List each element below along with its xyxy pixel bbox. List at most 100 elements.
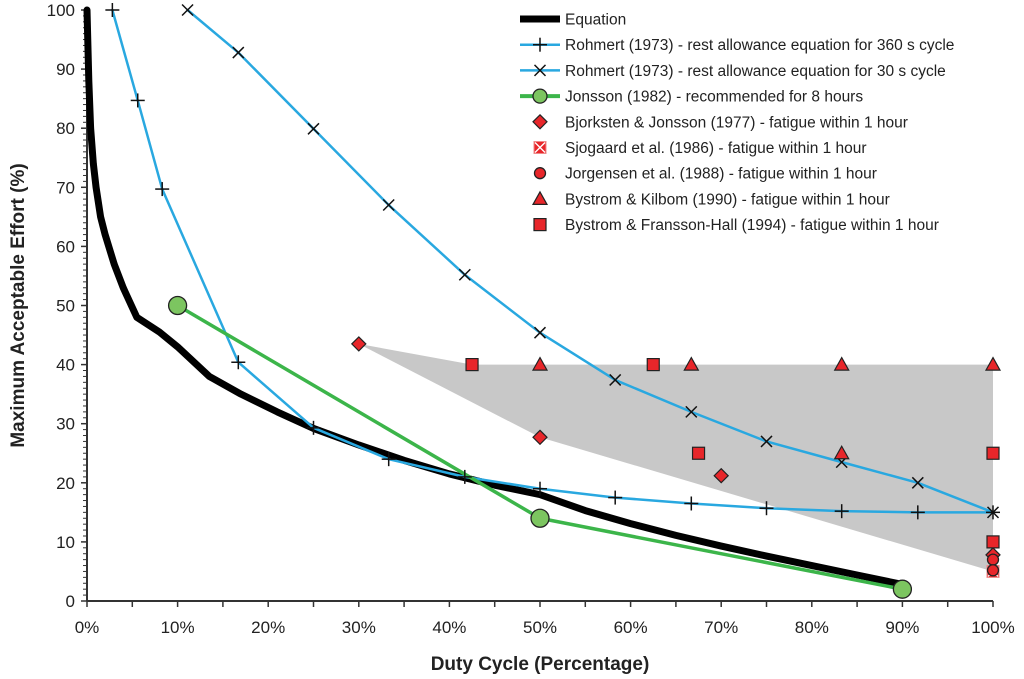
series-2-point	[307, 122, 320, 135]
legend-item: Bystrom & Kilbom (1990) - fatigue within…	[531, 190, 890, 208]
y-tick-label: 30	[56, 415, 75, 434]
y-tick-label: 80	[56, 119, 75, 138]
legend-swatch-marker	[533, 167, 547, 180]
series-4-point	[713, 467, 730, 484]
series-2-point	[181, 3, 194, 17]
y-tick-label: 90	[56, 60, 75, 79]
y-tick-label: 100	[47, 1, 75, 20]
x-tick-label: 30%	[342, 618, 376, 637]
fatigue-region	[358, 343, 993, 572]
series-1-point	[759, 501, 774, 516]
x-axis-title: Duty Cycle (Percentage)	[431, 654, 650, 675]
series-2-point	[911, 476, 924, 489]
series-7-point	[683, 356, 700, 371]
y-tick-label: 40	[56, 356, 75, 375]
x-tick-label: 0%	[75, 618, 100, 637]
series-4-point	[350, 336, 367, 352]
series-6-point	[986, 564, 1000, 577]
series-6-point	[986, 553, 1000, 566]
x-tick-label: 60%	[614, 618, 648, 637]
series-3-point	[167, 295, 188, 316]
y-tick-label: 10	[56, 533, 75, 552]
series-8-point	[465, 358, 479, 372]
series-1-point	[105, 3, 120, 17]
x-ticks: 0% 10% 20% 30% 40% 50% 60% 70% 80% 90% 100%	[75, 601, 1015, 637]
legend-label: Equation	[565, 12, 626, 29]
legend-swatch-marker	[532, 88, 548, 104]
series-3-point	[892, 579, 913, 599]
series-1-point	[834, 504, 849, 519]
marker-layer	[105, 3, 1002, 599]
series-8-point	[691, 446, 706, 460]
legend-label: Jorgensen et al. (1988) - fatigue within…	[565, 166, 877, 183]
legend-swatch-marker	[533, 141, 547, 154]
series-1-point	[910, 505, 925, 520]
legend-label: Rohmert (1973) - rest allowance equation…	[565, 37, 954, 54]
series-7-point	[984, 356, 1002, 371]
legend-swatch-marker	[532, 113, 548, 130]
y-tick-label: 60	[56, 237, 75, 256]
legend-label: Sjogaard et al. (1986) - fatigue within …	[565, 140, 867, 157]
series-8-point	[986, 446, 1000, 460]
legend-swatch-marker	[533, 37, 547, 52]
series-2-point	[609, 373, 622, 386]
y-tick-label: 50	[56, 297, 75, 316]
series-2-point	[458, 268, 471, 281]
legend-label: Jonsson (1982) - recommended for 8 hours	[565, 89, 863, 106]
series-2-point	[760, 435, 773, 448]
series-8-point	[986, 535, 1000, 549]
series-1-point	[130, 93, 145, 108]
series-1-point	[533, 481, 547, 496]
series-4-point	[532, 429, 548, 446]
legend: Equation Rohmert (1973) - rest allowance …	[520, 12, 954, 234]
legend-item: Bystrom & Fransson-Hall (1994) - fatigue…	[533, 217, 939, 234]
legend-label: Bystrom & Fransson-Hall (1994) - fatigue…	[565, 217, 939, 234]
series-1-point	[684, 496, 699, 511]
series-7-point	[833, 445, 850, 460]
legend-item: Jonsson (1982) - recommended for 8 hours	[520, 88, 863, 106]
series-1-point	[155, 182, 170, 197]
x-tick-label: 90%	[885, 618, 919, 637]
series-7-point	[833, 356, 850, 371]
legend-swatch-marker	[531, 190, 549, 205]
y-tick-label: 70	[56, 178, 75, 197]
y-axis-title: Maximum Acceptable Effort (%)	[8, 163, 29, 447]
x-tick-label: 50%	[523, 618, 557, 637]
series-1-point	[457, 469, 472, 484]
y-tick-label: 20	[56, 474, 75, 493]
legend-item: Rohmert (1973) - rest allowance equation…	[520, 63, 946, 80]
x-tick-label: 10%	[161, 618, 195, 637]
y-ticks: 0 10 20 30 40 50 60 70 80 90 100	[47, 1, 87, 611]
x-tick-label: 100%	[971, 618, 1014, 637]
legend-item: Rohmert (1973) - rest allowance equation…	[520, 37, 954, 54]
series-8-point	[646, 358, 660, 372]
series-0-line	[83, 6, 906, 588]
series-layer	[83, 6, 995, 591]
x-tick-label: 20%	[251, 618, 285, 637]
x-tick-label: 80%	[795, 618, 829, 637]
series-7-point	[531, 356, 549, 371]
series-2-point	[232, 46, 245, 59]
axes: 0% 10% 20% 30% 40% 50% 60% 70% 80% 90% 100% 0 10 20 3…	[47, 1, 1015, 637]
series-1-point	[231, 355, 246, 370]
y-tick-label: 0	[66, 592, 75, 611]
x-tick-label: 70%	[704, 618, 738, 637]
series-2-line	[186, 8, 995, 514]
legend-swatch-marker	[533, 218, 547, 232]
x-tick-label: 40%	[432, 618, 466, 637]
series-2-point	[685, 405, 698, 418]
series-1-point	[608, 490, 623, 505]
series-2-point	[382, 198, 395, 212]
legend-label: Bjorksten & Jonsson (1977) - fatigue wit…	[565, 114, 908, 131]
series-2-point	[533, 326, 547, 339]
series-1-point	[306, 420, 321, 435]
shaded-region-layer	[358, 343, 993, 572]
legend-item: Equation	[520, 12, 626, 29]
legend-item: Jorgensen et al. (1988) - fatigue within…	[533, 166, 877, 183]
legend-label: Rohmert (1973) - rest allowance equation…	[565, 63, 946, 80]
legend-label: Bystrom & Kilbom (1990) - fatigue within…	[565, 191, 890, 208]
series-3-point	[530, 508, 550, 528]
series-2-point	[986, 506, 1000, 519]
legend-item: Bjorksten & Jonsson (1977) - fatigue wit…	[532, 113, 908, 131]
